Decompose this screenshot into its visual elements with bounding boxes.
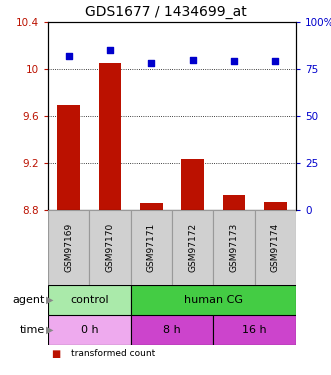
Point [231, 58, 237, 64]
Bar [99, 63, 121, 210]
Text: transformed count: transformed count [71, 349, 156, 358]
Bar [181, 159, 204, 210]
Bar [213, 315, 296, 345]
Text: GSM97170: GSM97170 [106, 223, 115, 272]
Text: time: time [20, 325, 45, 335]
Bar [131, 315, 213, 345]
Point [190, 57, 195, 63]
Bar [172, 210, 213, 285]
Bar [57, 105, 80, 210]
Bar [140, 203, 163, 210]
Text: human CG: human CG [184, 295, 243, 305]
Bar [48, 315, 131, 345]
Bar [223, 195, 245, 210]
Text: GDS1677 / 1434699_at: GDS1677 / 1434699_at [85, 5, 246, 19]
Point [149, 60, 154, 66]
Point [66, 53, 71, 59]
Point [107, 47, 113, 53]
Text: ▶: ▶ [46, 325, 54, 335]
Bar [48, 285, 131, 315]
Bar [131, 285, 296, 315]
Bar [89, 210, 131, 285]
Text: GSM97173: GSM97173 [229, 223, 239, 272]
Bar [213, 210, 255, 285]
Text: GSM97169: GSM97169 [64, 223, 73, 272]
Text: GSM97174: GSM97174 [271, 223, 280, 272]
Text: control: control [70, 295, 109, 305]
Text: GSM97172: GSM97172 [188, 223, 197, 272]
Text: 0 h: 0 h [80, 325, 98, 335]
Text: GSM97171: GSM97171 [147, 223, 156, 272]
Text: ▶: ▶ [46, 295, 54, 305]
Text: ■: ■ [51, 349, 61, 359]
Bar [255, 210, 296, 285]
Point [273, 58, 278, 64]
Text: 16 h: 16 h [242, 325, 267, 335]
Bar [264, 202, 287, 210]
Text: agent: agent [12, 295, 45, 305]
Bar [48, 210, 89, 285]
Bar [131, 210, 172, 285]
Text: 8 h: 8 h [163, 325, 181, 335]
